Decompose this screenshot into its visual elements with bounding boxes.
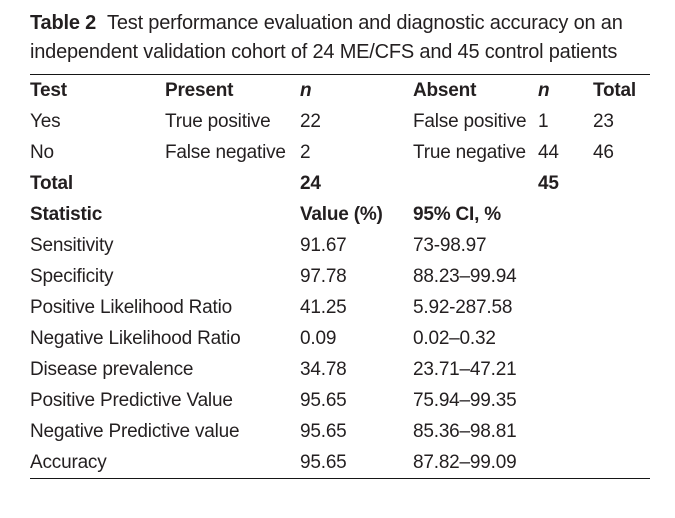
statistic-ci-cell: 23.71–47.21 (413, 358, 517, 380)
header-value: Value (%) (300, 203, 383, 225)
cell-test: Total (30, 172, 73, 194)
statistic-name-cell: Disease prevalence (30, 358, 194, 380)
statistic-value-cell: 95.65 (300, 389, 347, 411)
statistic-value-cell: 95.65 (300, 420, 347, 442)
cell-total (593, 168, 650, 199)
cell-n-present: 2 (300, 141, 311, 163)
cell-n-absent: 45 (538, 172, 559, 194)
cell-test: No (30, 141, 54, 163)
statistic-name-cell: Accuracy (30, 451, 107, 473)
header-statistic: Statistic (30, 203, 103, 225)
statistic-ci-cell: 5.92-287.58 (413, 296, 513, 318)
statistic-value-cell: 91.67 (300, 234, 347, 256)
statistic-name-cell: Positive Likelihood Ratio (30, 296, 233, 318)
header-total: Total (593, 79, 636, 101)
header-n-absent: n (538, 79, 550, 101)
statistic-ci-cell: 85.36–98.81 (413, 420, 517, 442)
statistic-row-sensitivity: Sensitivity 91.67 73-98.97 (30, 230, 650, 261)
header-present: Present (165, 79, 234, 101)
statistic-ci-cell: 75.94–99.35 (413, 389, 517, 411)
statistic-ci-cell: 73-98.97 (413, 234, 487, 256)
statistic-ci-cell: 87.82–99.09 (413, 451, 517, 473)
header-absent: Absent (413, 79, 477, 101)
statistic-value-cell: 34.78 (300, 358, 347, 380)
cell-absent (413, 168, 538, 199)
performance-table: Test Present n Absent n Total Yes True p… (30, 74, 650, 479)
cell-total: 23 (593, 110, 614, 132)
statistic-name-cell: Negative Likelihood Ratio (30, 327, 241, 349)
statistic-name-cell: Positive Predictive Value (30, 389, 233, 411)
cell-n-present: 24 (300, 172, 321, 194)
cell-absent: True negative (413, 141, 526, 163)
header-n-present: n (300, 79, 312, 101)
cell-present: False negative (165, 141, 286, 163)
statistics-header-row: Statistic Value (%) 95% CI, % (30, 199, 650, 230)
statistic-value-cell: 95.65 (300, 451, 347, 473)
contingency-row-no: No False negative 2 True negative 44 46 (30, 137, 650, 168)
cell-present: True positive (165, 110, 271, 132)
statistic-row-specificity: Specificity 97.78 88.23–99.94 (30, 261, 650, 292)
header-ci: 95% CI, % (413, 203, 501, 225)
statistic-ci-cell: 0.02–0.32 (413, 327, 496, 349)
statistic-row-negative-predictive-value: Negative Predictive value 95.65 85.36–98… (30, 416, 650, 447)
statistic-value-cell: 41.25 (300, 296, 347, 318)
statistic-value-cell: 97.78 (300, 265, 347, 287)
statistic-row-disease-prevalence: Disease prevalence 34.78 23.71–47.21 (30, 354, 650, 385)
table-caption-label: Table 2 (30, 12, 97, 34)
contingency-row-yes: Yes True positive 22 False positive 1 23 (30, 106, 650, 137)
header-test: Test (30, 79, 67, 101)
contingency-header-row: Test Present n Absent n Total (30, 75, 650, 107)
cell-n-present: 22 (300, 110, 321, 132)
statistic-value-cell: 0.09 (300, 327, 337, 349)
cell-n-absent: 1 (538, 110, 549, 132)
statistic-name-cell: Sensitivity (30, 234, 114, 256)
statistic-row-accuracy: Accuracy 95.65 87.82–99.09 (30, 447, 650, 479)
statistic-name-cell: Negative Predictive value (30, 420, 240, 442)
statistic-row-positive-predictive-value: Positive Predictive Value 95.65 75.94–99… (30, 385, 650, 416)
statistic-row-positive-likelihood-ratio: Positive Likelihood Ratio 41.25 5.92-287… (30, 292, 650, 323)
statistic-ci-cell: 88.23–99.94 (413, 265, 517, 287)
contingency-row-total: Total 24 45 (30, 168, 650, 199)
statistic-name-cell: Specificity (30, 265, 114, 287)
table-caption: Table 2 Test performance evaluation and d… (30, 9, 650, 67)
cell-n-absent: 44 (538, 141, 559, 163)
statistic-row-negative-likelihood-ratio: Negative Likelihood Ratio 0.09 0.02–0.32 (30, 323, 650, 354)
cell-total: 46 (593, 141, 614, 163)
cell-test: Yes (30, 110, 61, 132)
cell-absent: False positive (413, 110, 527, 132)
cell-present (165, 168, 300, 199)
table-caption-text: Test performance evaluation and diagnost… (30, 12, 623, 63)
